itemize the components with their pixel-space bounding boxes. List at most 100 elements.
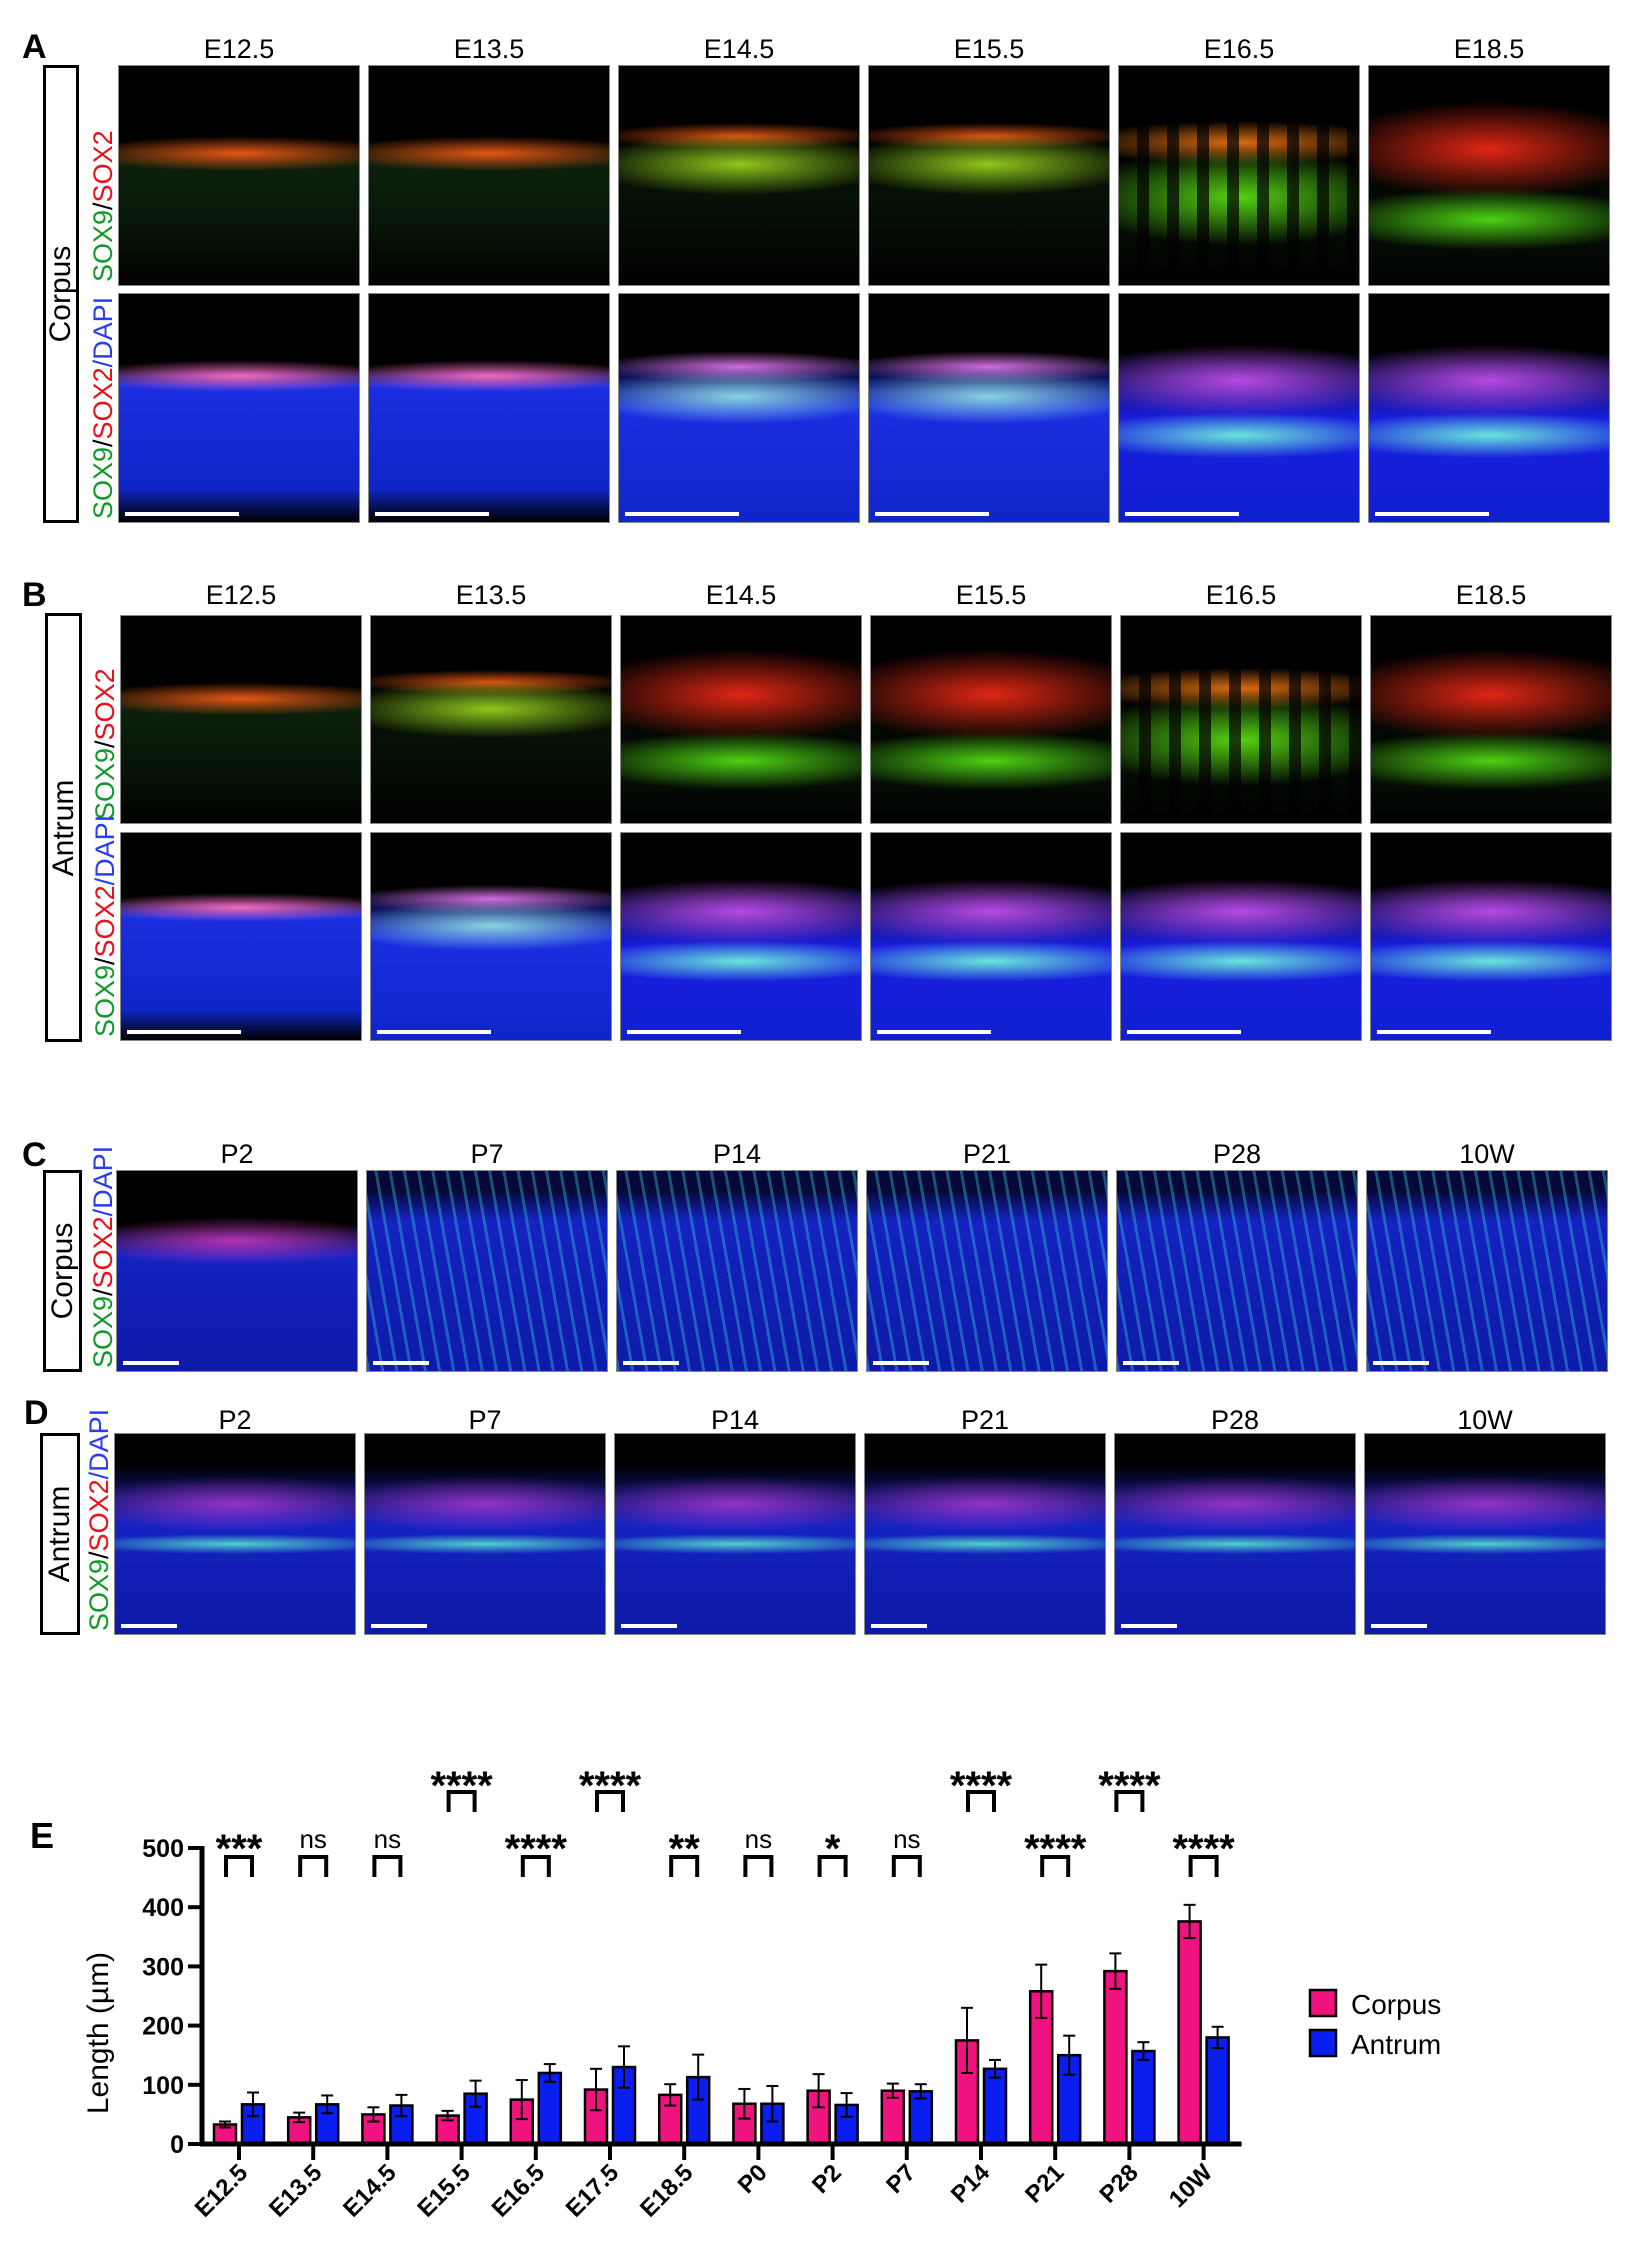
timepoint-label: E14.5 [703, 34, 775, 64]
micrograph [366, 1170, 608, 1372]
timepoint-label: E15.5 [953, 34, 1025, 64]
scale-bar [375, 512, 489, 516]
significance-bracket [595, 1790, 625, 1812]
timepoint-label: 10W [1459, 1139, 1515, 1169]
significance-bracket [372, 1855, 403, 1877]
channel-sox2: SOX2 [90, 885, 120, 958]
channel-sox9: SOX9 [90, 964, 120, 1037]
channel-sox2: SOX2 [90, 668, 120, 741]
micrograph [368, 65, 610, 286]
scale-bar [871, 1624, 927, 1628]
x-tick-label: E12.5 [190, 2159, 253, 2222]
timepoint-label: E13.5 [453, 34, 525, 64]
panel-letter-d: D [24, 1394, 49, 1432]
channel-: / [88, 202, 118, 210]
x-tick-label: P2 [807, 2159, 847, 2199]
significance-label: ns [893, 1824, 920, 1854]
scale-bar [1373, 1361, 1429, 1365]
region-label: Corpus [45, 1222, 79, 1320]
y-tick-label: 200 [142, 2013, 184, 2041]
bar-antrum [1131, 2049, 1156, 2146]
micrograph [1118, 293, 1360, 523]
region-label-box: Antrum [45, 613, 82, 1042]
timepoint-label: P28 [1210, 1405, 1260, 1435]
significance-label: *** [216, 1827, 263, 1871]
significance-bracket [1188, 1855, 1219, 1877]
significance-bracket [520, 1855, 551, 1877]
x-tick-label: E17.5 [561, 2159, 624, 2222]
region-label: Antrum [46, 779, 80, 876]
channel-label: SOX9/SOX2/DAPI [90, 815, 121, 1037]
legend-label-antrum: Antrum [1351, 2029, 1441, 2060]
bar-corpus [1177, 1920, 1202, 2146]
channel-sox9: SOX9 [84, 1558, 114, 1631]
scale-bar [877, 1030, 991, 1034]
channel-: / [88, 439, 118, 447]
timepoint-label: P7 [470, 1139, 504, 1169]
region-label: Corpus [44, 245, 77, 343]
timepoint-label: P21 [962, 1139, 1012, 1169]
significance-bracket [891, 1855, 922, 1877]
scale-bar [377, 1030, 491, 1034]
micrograph [1114, 1433, 1356, 1635]
micrograph [618, 65, 860, 286]
significance-label: ** [669, 1827, 701, 1871]
significance-label: ns [745, 1824, 772, 1854]
y-tick-label: 400 [142, 1894, 184, 1922]
scale-bar [127, 1030, 241, 1034]
channel-: / [90, 740, 120, 748]
region-label-box: Antrum [40, 1433, 80, 1635]
scale-bar [1371, 1624, 1427, 1628]
timepoint-label: E16.5 [1203, 34, 1275, 64]
x-tick-label: P28 [1094, 2159, 1143, 2208]
micrograph [120, 615, 362, 824]
micrograph [870, 615, 1112, 824]
y-tick-label: 0 [170, 2131, 184, 2159]
channel-label: SOX9/SOX2 [88, 130, 119, 282]
significance-label: **** [579, 1764, 642, 1808]
significance-bracket [1040, 1855, 1071, 1877]
channel-: / [88, 1288, 118, 1296]
timepoint-label: P14 [710, 1405, 760, 1435]
timepoint-label: P2 [218, 1405, 252, 1435]
x-tick-label: P0 [733, 2159, 773, 2199]
micrograph [614, 1433, 856, 1635]
channel-label: SOX9/SOX2/DAPI [88, 1146, 119, 1368]
panel-letter-b: B [22, 576, 47, 614]
bar-antrum [1205, 2036, 1230, 2146]
x-tick-label: 10W [1164, 2159, 1218, 2213]
micrograph [620, 615, 862, 824]
micrograph [868, 293, 1110, 523]
scale-bar [875, 512, 989, 516]
x-tick-label: P21 [1020, 2159, 1069, 2208]
channel-dapi: /DAPI [84, 1408, 114, 1480]
channel-sox9: SOX9 [88, 446, 118, 519]
significance-bracket [446, 1790, 477, 1812]
scale-bar [121, 1624, 177, 1628]
significance-bracket [743, 1855, 774, 1877]
micrograph [1370, 832, 1612, 1041]
scale-bar [873, 1361, 929, 1365]
legend-label-corpus: Corpus [1351, 1989, 1441, 2020]
micrograph [118, 293, 360, 523]
scale-bar [373, 1361, 429, 1365]
micrograph [116, 1170, 358, 1372]
x-tick-label: E13.5 [264, 2159, 327, 2222]
channel-: / [84, 1551, 114, 1559]
scale-bar [1127, 1030, 1241, 1034]
x-tick-label: E18.5 [635, 2159, 698, 2222]
scale-bar [1125, 512, 1239, 516]
x-tick-label: E14.5 [338, 2159, 401, 2222]
micrograph [1370, 615, 1612, 824]
significance-label: * [825, 1827, 841, 1871]
micrograph [1366, 1170, 1608, 1372]
significance-bracket [1114, 1790, 1145, 1812]
significance-label: **** [1172, 1827, 1235, 1871]
timepoint-label: P2 [220, 1139, 254, 1169]
scale-bar [1121, 1624, 1177, 1628]
y-tick-label: 100 [142, 2072, 184, 2100]
timepoint-label: P21 [960, 1405, 1010, 1435]
timepoint-label: P28 [1212, 1139, 1262, 1169]
channel-sox2: SOX2 [88, 367, 118, 440]
